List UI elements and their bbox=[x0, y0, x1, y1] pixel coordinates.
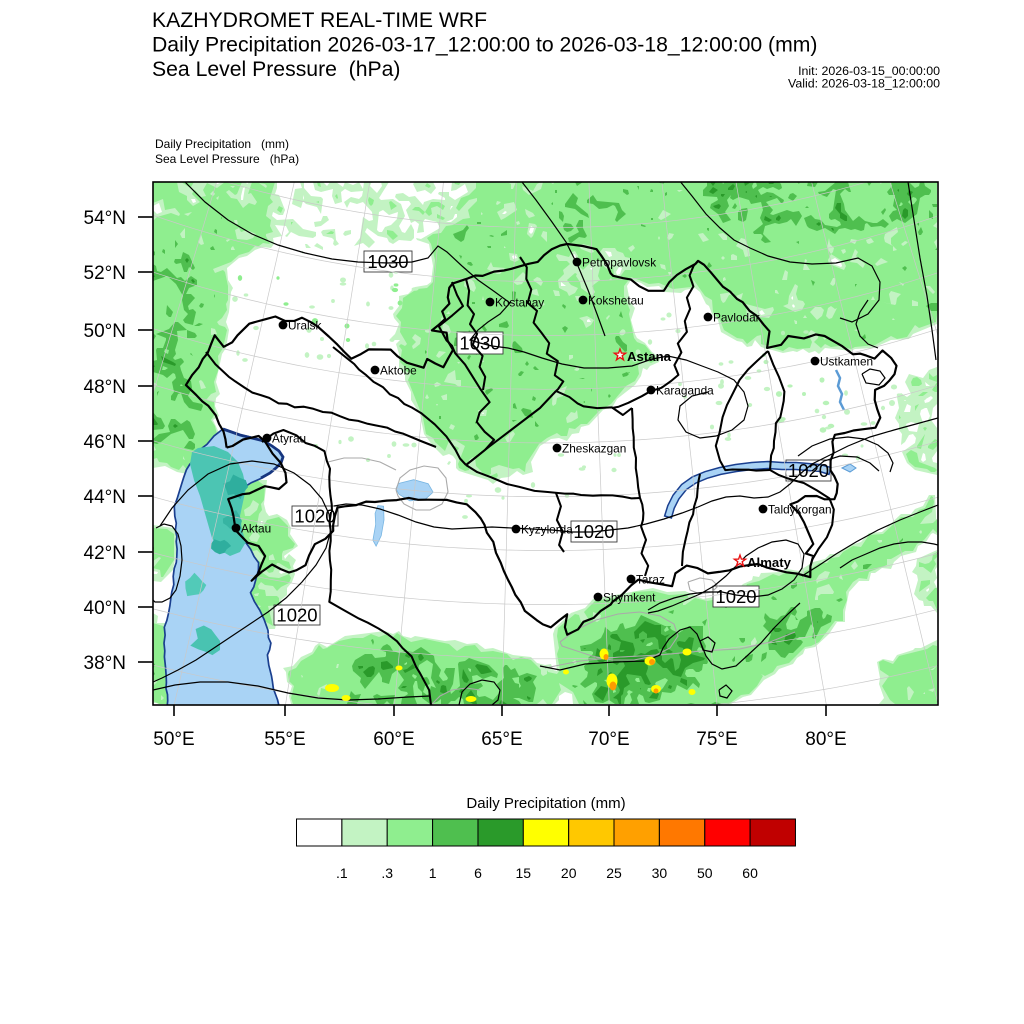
svg-text:Taldykorgan: Taldykorgan bbox=[768, 503, 832, 517]
svg-text:60: 60 bbox=[742, 865, 758, 881]
svg-text:1020: 1020 bbox=[276, 605, 317, 626]
svg-text:Init: 2026-03-15_00:00:00: Init: 2026-03-15_00:00:00 bbox=[798, 64, 940, 78]
svg-text:Astana: Astana bbox=[627, 349, 672, 364]
svg-text:Kostanay: Kostanay bbox=[495, 296, 544, 310]
svg-text:1020: 1020 bbox=[715, 586, 756, 607]
svg-text:70°E: 70°E bbox=[588, 729, 629, 750]
svg-text:.1: .1 bbox=[336, 865, 348, 881]
svg-text:48°N: 48°N bbox=[84, 377, 126, 398]
svg-text:Aktau: Aktau bbox=[241, 522, 271, 536]
svg-text:Pavlodar: Pavlodar bbox=[713, 311, 760, 325]
svg-text:Aktobe: Aktobe bbox=[380, 364, 417, 378]
svg-text:40°N: 40°N bbox=[84, 598, 126, 619]
svg-text:Daily Precipitation 2026-03-17: Daily Precipitation 2026-03-17_12:00:00 … bbox=[152, 34, 817, 57]
svg-text:44°N: 44°N bbox=[84, 487, 126, 508]
svg-text:50°N: 50°N bbox=[84, 321, 126, 342]
svg-text:1020: 1020 bbox=[573, 521, 614, 542]
svg-text:KAZHYDROMET REAL-TIME WRF: KAZHYDROMET REAL-TIME WRF bbox=[152, 9, 487, 32]
svg-text:Atyrau: Atyrau bbox=[272, 432, 306, 446]
svg-text:Kokshetau: Kokshetau bbox=[588, 294, 644, 308]
svg-text:50: 50 bbox=[697, 865, 713, 881]
svg-text:1030: 1030 bbox=[367, 251, 408, 272]
svg-text:Sea Level Pressure (hPa): Sea Level Pressure (hPa) bbox=[155, 152, 299, 166]
svg-text:75°E: 75°E bbox=[696, 729, 737, 750]
svg-text:15: 15 bbox=[516, 865, 532, 881]
svg-text:54°N: 54°N bbox=[84, 208, 126, 229]
svg-text:1020: 1020 bbox=[788, 460, 829, 481]
svg-text:Petropavlovsk: Petropavlovsk bbox=[582, 256, 656, 270]
svg-text:.3: .3 bbox=[381, 865, 393, 881]
svg-text:1020: 1020 bbox=[294, 506, 335, 527]
svg-text:Ustkamen: Ustkamen bbox=[820, 355, 873, 369]
svg-text:20: 20 bbox=[561, 865, 577, 881]
svg-text:Valid: 2026-03-18_12:00:00: Valid: 2026-03-18_12:00:00 bbox=[788, 77, 940, 91]
svg-text:Sea Level Pressure (hPa): Sea Level Pressure (hPa) bbox=[152, 58, 401, 81]
svg-text:42°N: 42°N bbox=[84, 543, 126, 564]
svg-text:Almaty: Almaty bbox=[747, 555, 792, 570]
svg-text:38°N: 38°N bbox=[84, 653, 126, 674]
svg-text:6: 6 bbox=[474, 865, 482, 881]
svg-text:Karaganda: Karaganda bbox=[656, 384, 714, 398]
svg-text:30: 30 bbox=[652, 865, 668, 881]
svg-text:52°N: 52°N bbox=[84, 263, 126, 284]
svg-text:Taraz: Taraz bbox=[636, 573, 665, 587]
svg-text:1030: 1030 bbox=[459, 333, 500, 354]
svg-text:Daily Precipitation (mm): Daily Precipitation (mm) bbox=[155, 137, 289, 151]
svg-text:Uralsk: Uralsk bbox=[288, 319, 322, 333]
svg-text:50°E: 50°E bbox=[153, 729, 194, 750]
svg-text:80°E: 80°E bbox=[805, 729, 846, 750]
svg-text:46°N: 46°N bbox=[84, 432, 126, 453]
svg-text:1: 1 bbox=[429, 865, 437, 881]
svg-text:65°E: 65°E bbox=[481, 729, 522, 750]
svg-text:Kyzylorda: Kyzylorda bbox=[521, 523, 573, 537]
svg-text:60°E: 60°E bbox=[373, 729, 414, 750]
svg-text:25: 25 bbox=[606, 865, 622, 881]
svg-text:Zheskazgan: Zheskazgan bbox=[562, 442, 626, 456]
svg-text:Daily Precipitation (mm): Daily Precipitation (mm) bbox=[466, 795, 625, 812]
svg-text:55°E: 55°E bbox=[264, 729, 305, 750]
svg-text:Shymkent: Shymkent bbox=[603, 591, 656, 605]
